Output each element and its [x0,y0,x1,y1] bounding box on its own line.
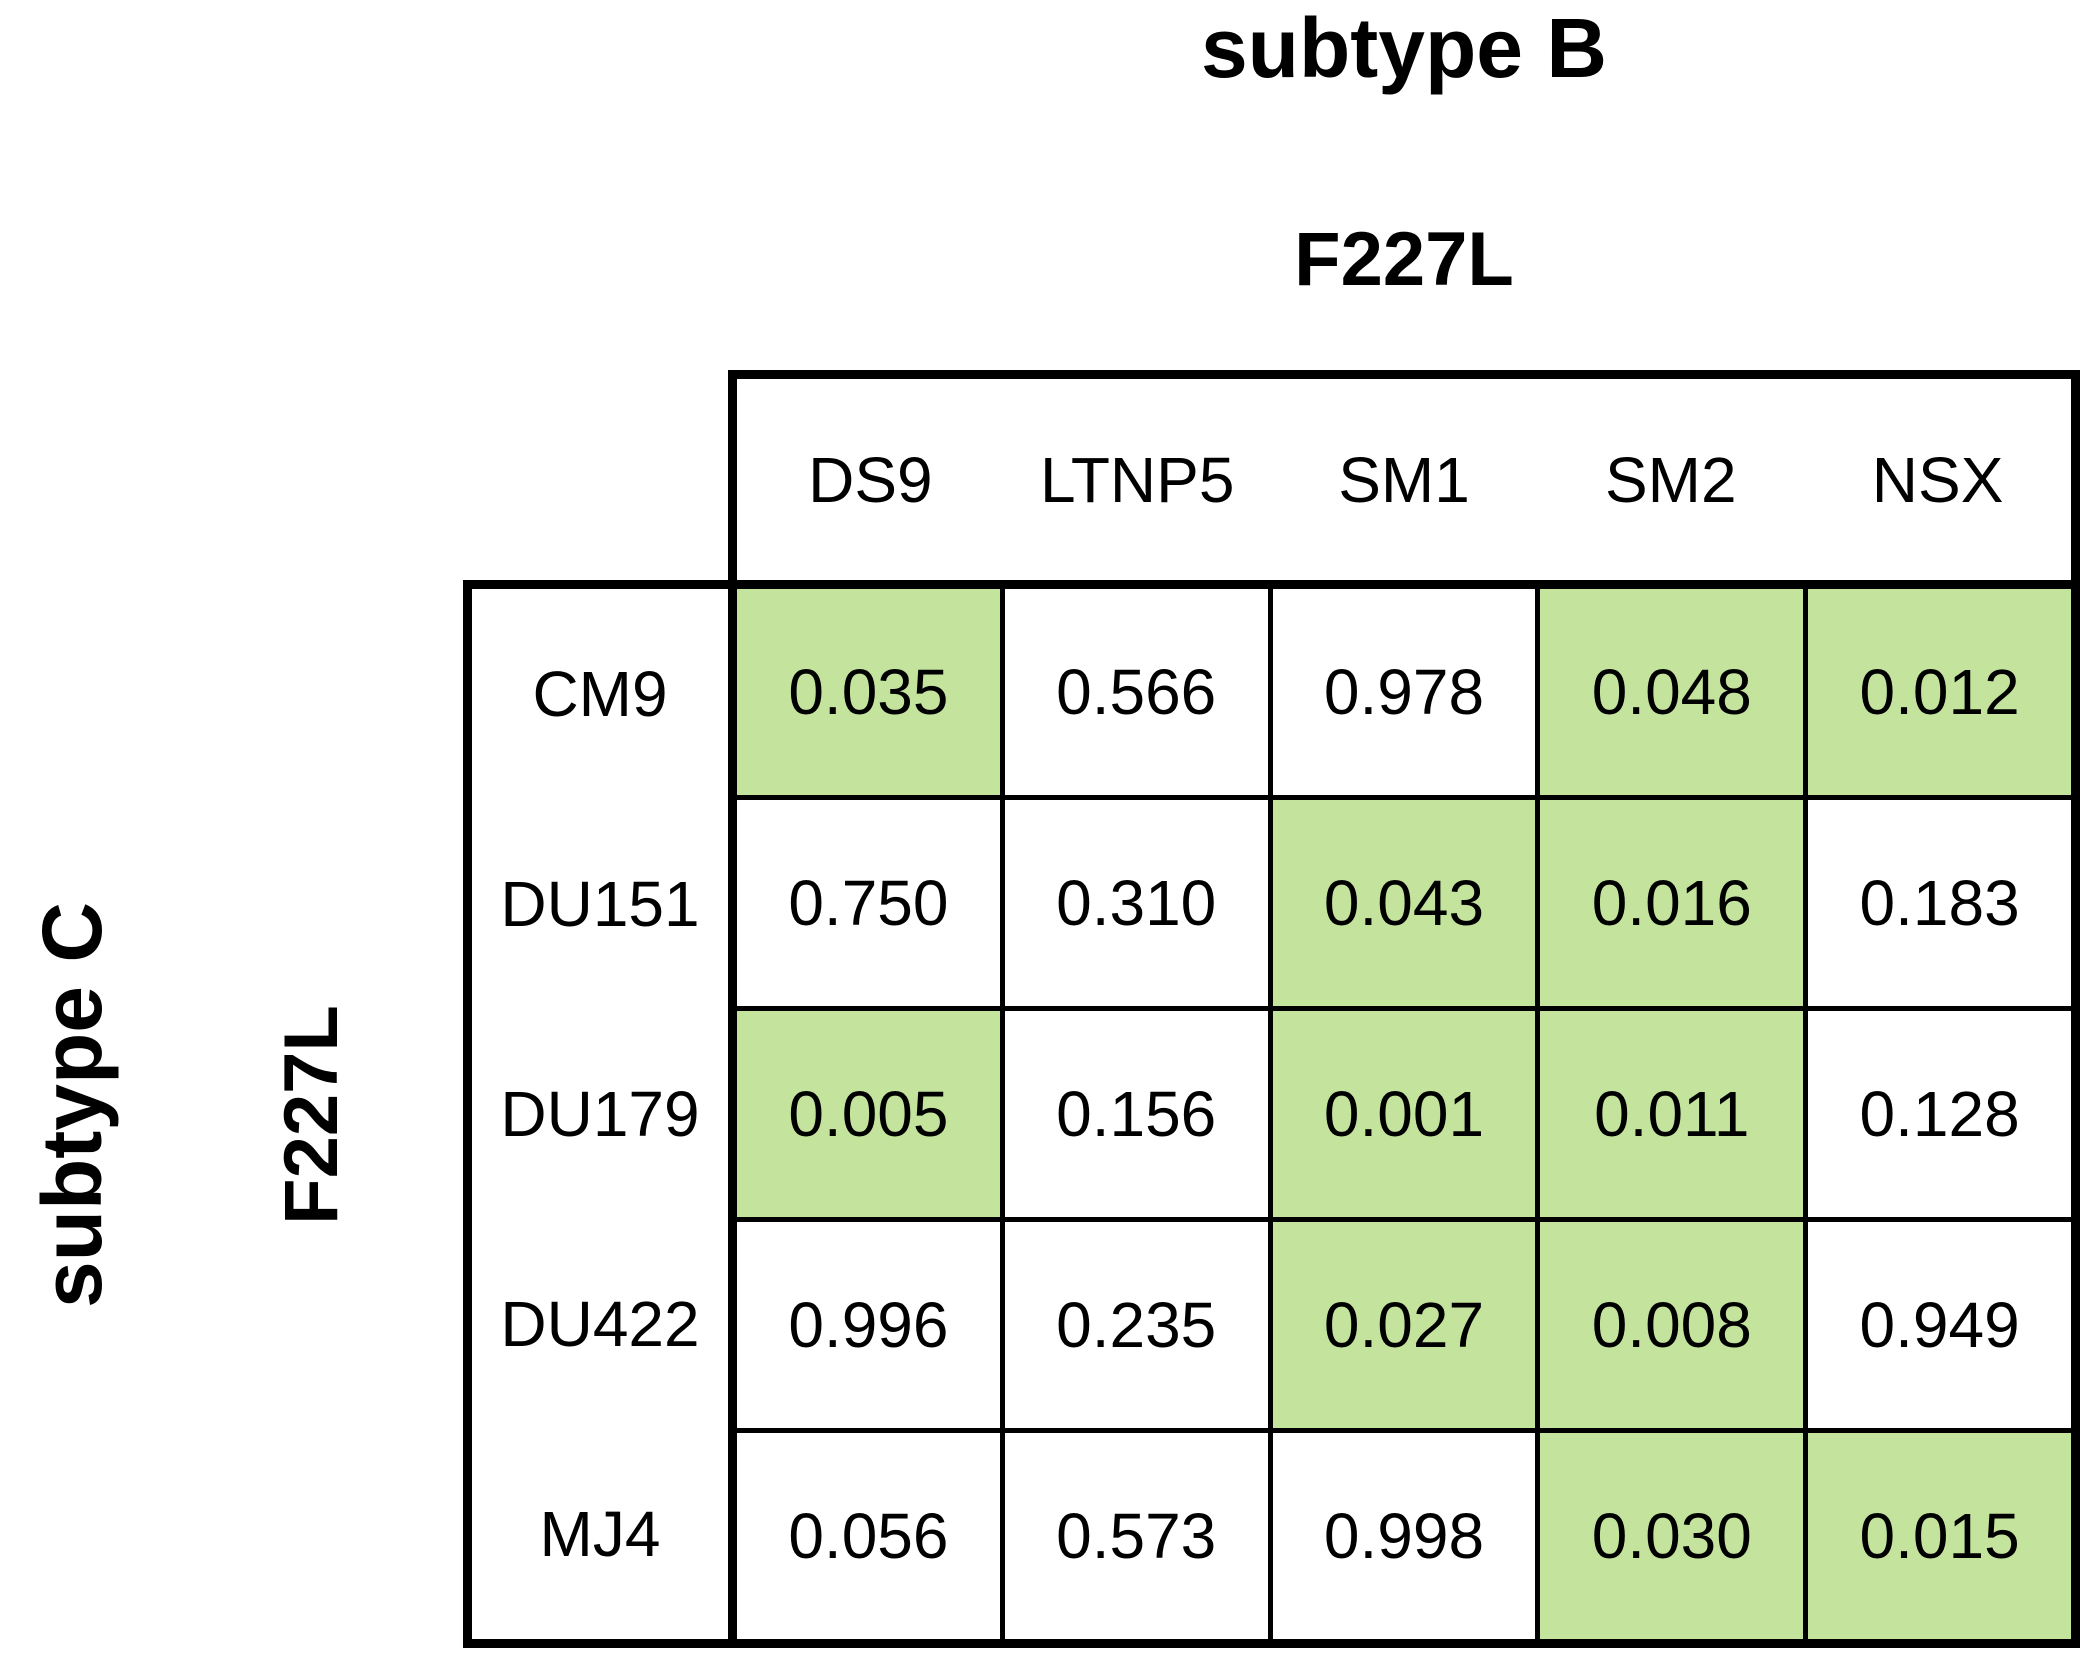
pvalue-cell-du422-nsx: 0.949 [1808,1222,2071,1428]
pvalue-cell-cm9-nsx: 0.012 [1808,589,2071,795]
pvalue-cell-du151-ltnp5: 0.310 [1004,800,1268,1006]
top-subtype-label: subtype B [1200,1,1608,95]
row-header-du179: DU179 [500,1078,700,1150]
row-header-cm9: CM9 [532,658,668,730]
left-subtype-label: subtype C [25,901,119,1309]
column-header-ds9: DS9 [808,443,933,516]
column-header-sm1: SM1 [1338,443,1470,516]
pvalue-cell-du422-sm1: 0.027 [1272,1222,1536,1428]
pvalue-cell-du179-ds9: 0.005 [737,1011,1000,1217]
pvalue-grid: 0.035 0.566 0.978 0.048 0.012 0.750 0.310 0.043… [728,580,2080,1648]
pvalue-cell-du151-sm1: 0.043 [1272,800,1536,1006]
pvalue-cell-du151-ds9: 0.750 [737,800,1000,1006]
pvalue-cell-cm9-sm2: 0.048 [1540,589,1804,795]
pvalue-cell-cm9-sm1: 0.978 [1272,589,1536,795]
pvalue-cell-mj4-ltnp5: 0.573 [1004,1433,1268,1639]
pvalue-cell-du179-sm1: 0.001 [1272,1011,1536,1217]
pvalue-cell-du422-sm2: 0.008 [1540,1222,1804,1428]
pvalue-cell-du179-ltnp5: 0.156 [1004,1011,1268,1217]
pvalue-cell-du179-nsx: 0.128 [1808,1011,2071,1217]
pvalue-cell-cm9-ltnp5: 0.566 [1004,589,1268,795]
pvalue-cell-du151-nsx: 0.183 [1808,800,2071,1006]
pvalue-cell-mj4-nsx: 0.015 [1808,1433,2071,1639]
column-header-sm2: SM2 [1604,443,1737,516]
pvalue-cell-du422-ds9: 0.996 [737,1222,1000,1428]
row-header-du151: DU151 [500,868,700,940]
row-header-du422: DU422 [500,1288,700,1360]
row-header-box: CM9 DU151 DU179 DU422 MJ4 [463,580,728,1648]
pvalue-cell-mj4-sm2: 0.030 [1540,1433,1804,1639]
pvalue-cell-du151-sm2: 0.016 [1540,800,1804,1006]
pvalue-cell-cm9-ds9: 0.035 [737,589,1000,795]
top-mutation-label: F227L [1294,217,1514,302]
row-header-mj4: MJ4 [539,1498,661,1570]
column-header-ltnp5: LTNP5 [1039,443,1235,516]
pvalue-cell-mj4-sm1: 0.998 [1272,1433,1536,1639]
pvalue-cell-mj4-ds9: 0.056 [737,1433,1000,1639]
pvalue-cell-du422-ltnp5: 0.235 [1004,1222,1268,1428]
pvalue-cell-du179-sm2: 0.011 [1540,1011,1804,1217]
left-mutation-label: F227L [269,1005,354,1225]
column-header-nsx: NSX [1871,443,2004,516]
column-header-box: DS9 LTNP5 SM1 SM2 NSX [728,370,2080,580]
